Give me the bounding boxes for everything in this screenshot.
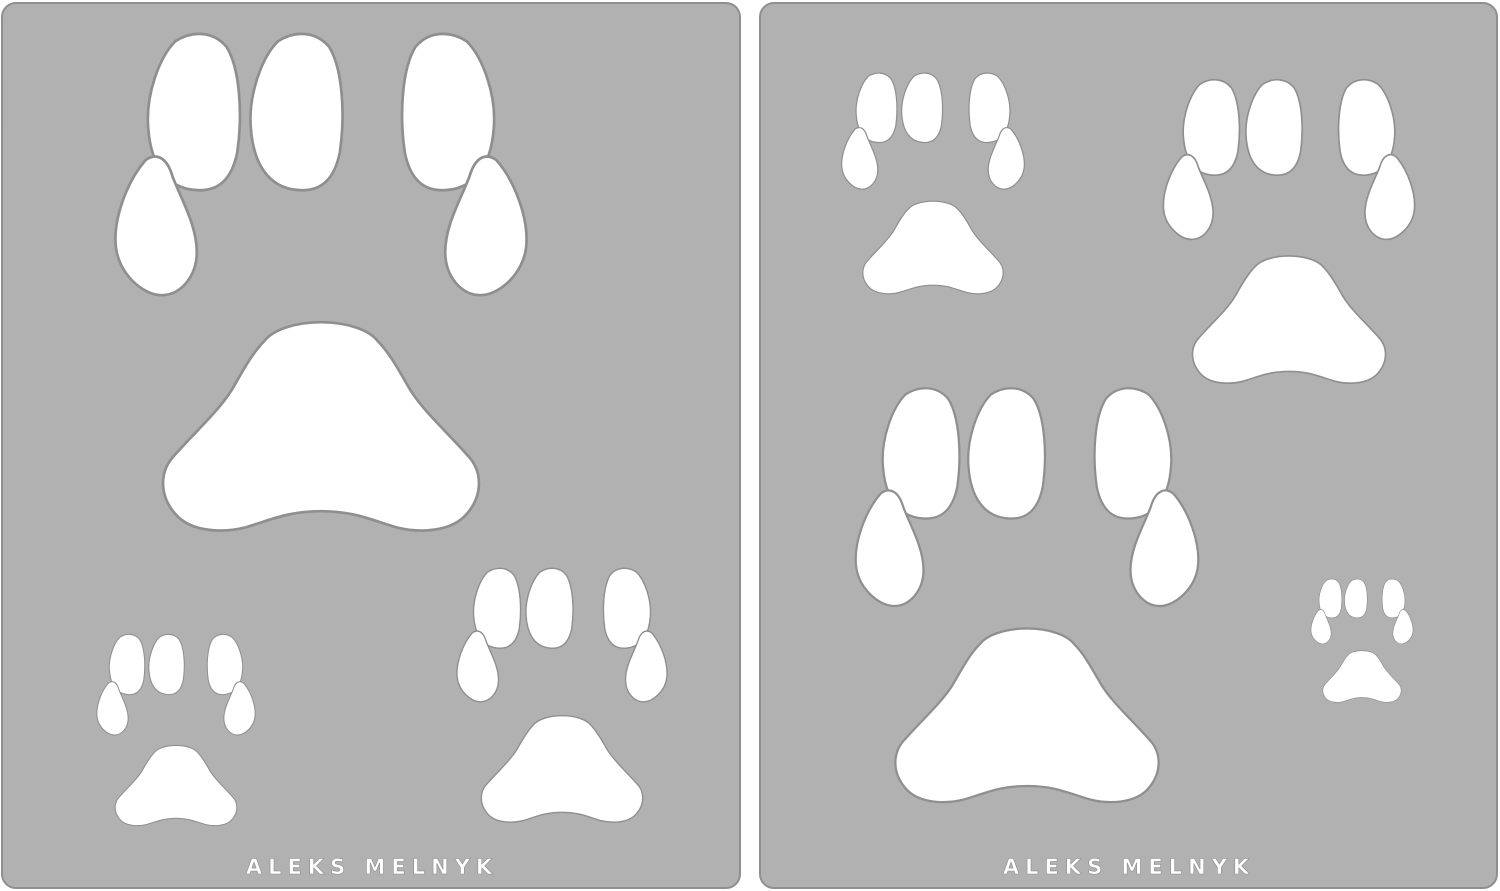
stencil-sheet-right: ALEKS MELNYK <box>759 2 1498 889</box>
brand-label-right: ALEKS MELNYK <box>1003 855 1255 879</box>
stencil-sheet-left: ALEKS MELNYK <box>1 2 741 889</box>
brand-label-left: ALEKS MELNYK <box>246 855 498 879</box>
